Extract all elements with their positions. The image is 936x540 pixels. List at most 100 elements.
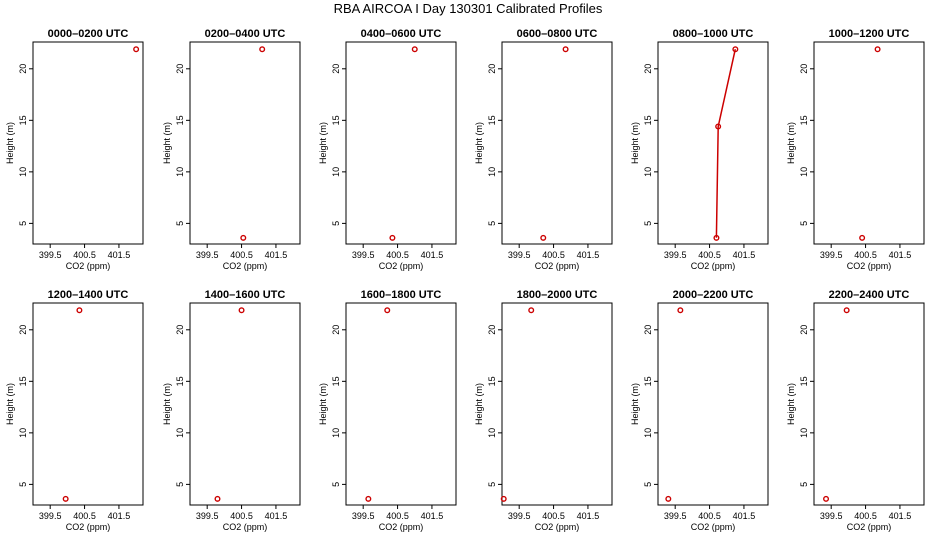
x-tick-label: 401.5 (733, 250, 756, 260)
y-tick-label: 10 (18, 167, 28, 177)
y-tick-label: 5 (18, 482, 28, 487)
x-axis-label: CO2 (ppm) (223, 261, 268, 271)
x-tick-label: 401.5 (265, 250, 288, 260)
data-point (665, 495, 672, 502)
plot-frame (501, 302, 613, 506)
x-tick-label: 399.5 (820, 511, 843, 521)
data-point (732, 46, 739, 53)
y-tick-label: 20 (18, 64, 28, 74)
x-tick-label: 401.5 (421, 250, 444, 260)
y-axis-label: Height (m) (318, 383, 328, 425)
x-tick-label: 399.5 (196, 250, 219, 260)
data-point (874, 46, 881, 53)
y-axis-label: Height (m) (786, 122, 796, 164)
x-tick-label: 401.5 (421, 511, 444, 521)
data-point (859, 234, 866, 241)
data-point (238, 307, 245, 314)
panel-title: 0000–0200 UTC (48, 28, 129, 40)
page-title: RBA AIRCOA I Day 130301 Calibrated Profi… (333, 1, 603, 16)
x-tick-label: 400.5 (230, 250, 253, 260)
y-axis-label: Height (m) (162, 122, 172, 164)
y-tick-label: 10 (175, 167, 185, 177)
x-tick-label: 400.5 (386, 511, 409, 521)
data-point (528, 307, 535, 314)
panel-title: 1800–2000 UTC (517, 289, 598, 301)
x-tick-label: 400.5 (542, 250, 565, 260)
x-axis-label: CO2 (ppm) (691, 522, 736, 532)
y-tick-label: 15 (487, 115, 497, 125)
y-tick-label: 5 (175, 482, 185, 487)
y-axis-label: Height (m) (630, 383, 640, 425)
data-point (823, 495, 830, 502)
x-axis-label: CO2 (ppm) (379, 261, 424, 271)
y-tick-label: 15 (487, 376, 497, 386)
panel-title: 0200–0400 UTC (205, 28, 286, 40)
y-tick-label: 5 (643, 221, 653, 226)
x-axis-label: CO2 (ppm) (223, 522, 268, 532)
y-tick-label: 10 (331, 167, 341, 177)
y-tick-label: 10 (331, 428, 341, 438)
plot-frame (813, 302, 925, 506)
y-tick-label: 5 (175, 221, 185, 226)
y-tick-label: 20 (487, 325, 497, 335)
y-axis-label: Height (m) (5, 383, 15, 425)
data-point (133, 46, 140, 53)
x-tick-label: 401.5 (577, 250, 600, 260)
data-point (411, 46, 418, 53)
y-tick-label: 20 (331, 64, 341, 74)
y-tick-label: 20 (643, 64, 653, 74)
y-tick-label: 20 (331, 325, 341, 335)
y-axis-label: Height (m) (162, 383, 172, 425)
x-axis-label: CO2 (ppm) (847, 261, 892, 271)
data-point (384, 307, 391, 314)
data-point (540, 234, 547, 241)
data-point (715, 123, 722, 130)
x-tick-label: 400.5 (854, 250, 877, 260)
y-tick-label: 10 (175, 428, 185, 438)
x-tick-label: 401.5 (108, 511, 131, 521)
x-axis-label: CO2 (ppm) (691, 261, 736, 271)
y-tick-label: 5 (487, 221, 497, 226)
y-tick-label: 20 (487, 64, 497, 74)
x-tick-label: 400.5 (542, 511, 565, 521)
plot-frame (189, 302, 301, 506)
x-tick-label: 401.5 (889, 511, 912, 521)
x-tick-label: 399.5 (820, 250, 843, 260)
plot-frame (657, 41, 769, 245)
y-tick-label: 20 (175, 325, 185, 335)
x-tick-label: 400.5 (698, 250, 721, 260)
y-axis-label: Height (m) (474, 383, 484, 425)
data-point (500, 495, 507, 502)
panel-title: 1400–1600 UTC (205, 289, 286, 301)
x-axis-label: CO2 (ppm) (535, 261, 580, 271)
plot-frame (813, 41, 925, 245)
data-point (562, 46, 569, 53)
x-tick-label: 399.5 (508, 250, 531, 260)
x-axis-label: CO2 (ppm) (379, 522, 424, 532)
plot-frame (657, 302, 769, 506)
y-tick-label: 10 (643, 428, 653, 438)
x-tick-label: 399.5 (39, 250, 62, 260)
y-axis-label: Height (m) (786, 383, 796, 425)
y-tick-label: 10 (799, 167, 809, 177)
y-tick-label: 15 (18, 115, 28, 125)
y-tick-label: 5 (799, 221, 809, 226)
panel-title: 0400–0600 UTC (361, 28, 442, 40)
x-tick-label: 400.5 (73, 511, 96, 521)
y-tick-label: 10 (487, 167, 497, 177)
x-tick-label: 399.5 (508, 511, 531, 521)
x-tick-label: 399.5 (664, 511, 687, 521)
x-tick-label: 400.5 (386, 250, 409, 260)
panel-title: 1000–1200 UTC (829, 28, 910, 40)
x-tick-label: 399.5 (352, 250, 375, 260)
x-tick-label: 401.5 (265, 511, 288, 521)
x-tick-label: 399.5 (664, 250, 687, 260)
x-tick-label: 399.5 (352, 511, 375, 521)
plot-frame (501, 41, 613, 245)
